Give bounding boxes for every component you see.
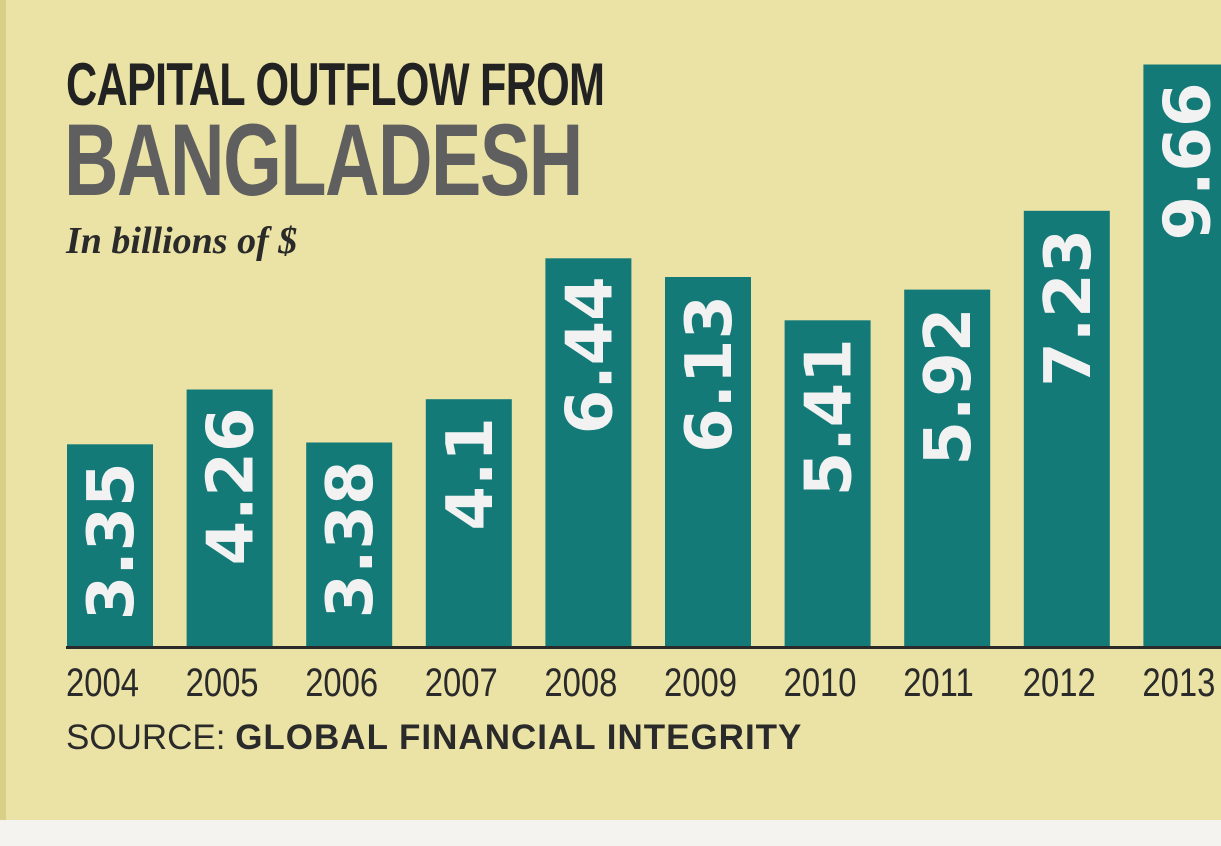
bar-value-label-2008: 6.44 [553, 276, 627, 434]
x-tick-label-2004: 2004 [66, 660, 139, 705]
x-tick-label-2005: 2005 [186, 660, 259, 705]
chart-subtitle: In billions of $ [66, 220, 298, 262]
bar-value-label-2009: 6.13 [673, 295, 747, 453]
x-tick-label-2006: 2006 [305, 660, 378, 705]
x-tick-label-2007: 2007 [425, 660, 498, 705]
bar-chart: 3.35 4.26 3.38 4.16.44 6.13 5.41 5.92 7.239.66 … [66, 64, 1221, 705]
value-labels-group: 3.35 4.26 3.38 4.1 6.44 6.13 5.41 5.92 7.23 9.66 [75, 83, 1221, 621]
bar-value-label-2004: 3.35 [75, 462, 149, 620]
bar-2011 [904, 289, 991, 646]
x-tick-label-2012: 2012 [1023, 660, 1096, 705]
chart-panel: CAPITAL OUTFLOW FROM BANGLADESH In billi… [0, 0, 1221, 820]
panel-edge [0, 0, 6, 820]
chart-title-line1: CAPITAL OUTFLOW FROM [66, 51, 605, 118]
bar-value-label-2005: 4.26 [195, 408, 269, 566]
bar-2013 [1143, 64, 1221, 646]
source-value: GLOBAL FINANCIAL INTEGRITY [235, 718, 803, 757]
bar-value-label-2006: 3.38 [314, 461, 388, 619]
bar-value-label-2011: 5.92 [912, 308, 986, 466]
x-tick-label-2009: 2009 [664, 660, 737, 705]
x-tick-label-2010: 2010 [784, 660, 857, 705]
bar-value-label-2013: 9.66 [1151, 83, 1221, 241]
bar-value-label-2012: 7.23 [1032, 229, 1106, 387]
bar-value-label-2010: 5.41 [793, 338, 867, 496]
bar-2012 [1023, 210, 1110, 647]
bar-2009 [665, 277, 751, 646]
x-tick-labels-group: 2004 2005 2006 2007 2008 2009 2010 2011 2012 2013 [66, 660, 1215, 705]
bars-group [67, 64, 1221, 647]
bar-value-label-2007: 4.1 [434, 417, 508, 530]
x-tick-label-2013: 2013 [1142, 660, 1215, 705]
x-tick-label-2008: 2008 [544, 660, 617, 705]
bar-2006 [306, 442, 393, 646]
x-tick-label-2011: 2011 [903, 660, 974, 705]
bar-2004 [67, 444, 153, 646]
chart-title-line2: BANGLADESH [64, 103, 583, 217]
bar-2008 [545, 258, 632, 646]
bar-2007 [425, 399, 512, 646]
source-label: SOURCE: [66, 718, 236, 757]
bar-2005 [186, 389, 273, 646]
source-note: SOURCE: GLOBAL FINANCIAL INTEGRITY [66, 716, 802, 760]
bar-2010 [784, 320, 871, 646]
